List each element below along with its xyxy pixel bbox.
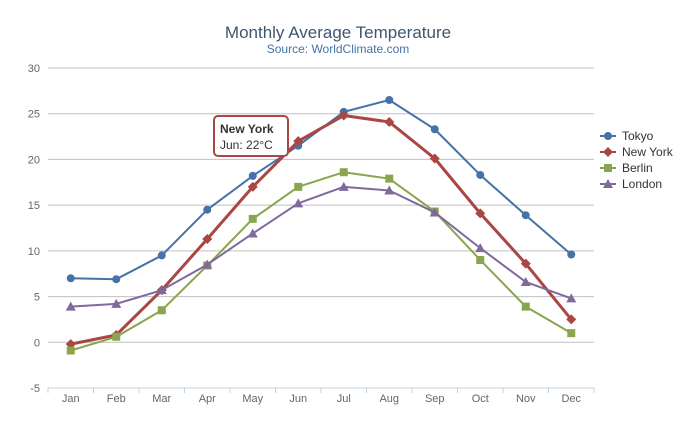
x-tick-label: Sep — [425, 393, 445, 405]
new-york-point[interactable] — [247, 181, 258, 192]
tokyo-point[interactable] — [567, 250, 576, 259]
berlin-point[interactable] — [294, 182, 303, 191]
series-london — [65, 181, 577, 311]
tooltip-box — [213, 115, 289, 157]
tokyo-point[interactable] — [157, 251, 166, 260]
london-line[interactable] — [69, 185, 573, 308]
tokyo-point[interactable] — [112, 275, 121, 284]
berlin-point[interactable] — [521, 302, 530, 311]
x-tick-label: Jun — [289, 393, 307, 405]
legend-marker-london[interactable] — [603, 179, 613, 188]
grid-lines: -5 0 5 10 15 20 25 30 — [28, 63, 594, 395]
x-tick-label: Aug — [379, 393, 399, 405]
tokyo-point[interactable] — [521, 211, 530, 220]
london-point[interactable] — [566, 293, 577, 303]
x-tick-label: Jul — [337, 393, 351, 405]
x-tick-label: Mar — [152, 393, 171, 405]
x-tick-label: Oct — [472, 393, 489, 405]
berlin-point[interactable] — [476, 256, 485, 264]
new-york-point[interactable] — [520, 258, 531, 269]
legend-item-london[interactable]: London — [600, 177, 662, 191]
y-tick-label: -5 — [30, 383, 40, 395]
series-layer — [65, 96, 577, 355]
london-point[interactable] — [384, 185, 395, 195]
y-tick-label: 20 — [28, 154, 40, 166]
y-tick-label: 25 — [28, 109, 40, 121]
london-point[interactable] — [65, 301, 76, 311]
legend-item-tokyo[interactable]: Tokyo — [600, 129, 654, 143]
new-york-point[interactable] — [475, 208, 486, 219]
legend-item-new-york[interactable]: New York — [600, 145, 674, 159]
berlin-line[interactable] — [69, 171, 573, 352]
london-point[interactable] — [111, 298, 122, 308]
new-york-point[interactable] — [293, 136, 304, 147]
tokyo-point[interactable] — [66, 274, 75, 283]
y-tick-label: 5 — [34, 292, 40, 304]
new-york-point[interactable] — [202, 233, 213, 244]
new-york-point[interactable] — [384, 116, 395, 127]
legend[interactable]: Tokyo New York Berlin London — [600, 129, 674, 191]
berlin-point[interactable] — [339, 168, 348, 177]
tokyo-point[interactable] — [476, 170, 485, 179]
berlin-point[interactable] — [385, 174, 394, 183]
legend-label-tokyo: Tokyo — [622, 129, 654, 143]
berlin-point[interactable] — [567, 329, 576, 338]
x-tick-label: Feb — [107, 393, 126, 405]
tokyo-point[interactable] — [248, 171, 257, 180]
london-point[interactable] — [520, 276, 531, 286]
london-point[interactable] — [156, 285, 167, 295]
berlin-point[interactable] — [66, 346, 75, 355]
london-point[interactable] — [338, 181, 349, 191]
x-tick-label: May — [242, 393, 263, 405]
x-tick-label: Nov — [516, 393, 536, 405]
series-berlin — [66, 168, 576, 355]
legend-label-berlin: Berlin — [622, 161, 653, 175]
y-tick-label: 0 — [34, 337, 40, 349]
tooltip: New York Jun: 22°C — [213, 115, 289, 157]
y-tick-label: 10 — [28, 246, 40, 258]
tokyo-point[interactable] — [385, 96, 394, 104]
x-tick-label: Apr — [199, 393, 216, 405]
y-tick-label: 15 — [28, 200, 40, 212]
london-point[interactable] — [475, 243, 486, 253]
new-york-line[interactable] — [69, 114, 573, 346]
legend-label-london: London — [622, 177, 662, 191]
new-york-point[interactable] — [429, 153, 440, 164]
london-point[interactable] — [247, 228, 258, 238]
legend-marker-new-york[interactable] — [603, 147, 613, 157]
series-tokyo — [66, 96, 576, 284]
x-tick-label: Jan — [62, 393, 80, 405]
x-tick-label: Dec — [561, 393, 581, 405]
berlin-point[interactable] — [157, 306, 166, 315]
new-york-point[interactable] — [566, 314, 577, 325]
berlin-point[interactable] — [248, 214, 257, 223]
berlin-point[interactable] — [112, 332, 121, 341]
x-axis: Jan Feb Mar Apr May Jun Jul Aug Sep Oct Nov Dec — [47, 387, 595, 405]
tokyo-point[interactable] — [203, 205, 212, 214]
series-new-york — [65, 110, 577, 350]
legend-marker-berlin[interactable] — [604, 164, 612, 172]
tooltip-title: New York — [220, 122, 274, 136]
london-point[interactable] — [202, 259, 213, 269]
legend-label-new-york: New York — [622, 145, 674, 159]
london-point[interactable] — [429, 207, 440, 217]
new-york-point[interactable] — [338, 110, 349, 121]
tooltip-value: Jun: 22°C — [220, 138, 273, 152]
chart-subtitle: Source: WorldClimate.com — [267, 42, 410, 56]
y-tick-label: 30 — [28, 63, 40, 75]
tokyo-point[interactable] — [430, 125, 439, 134]
legend-marker-tokyo[interactable] — [604, 132, 612, 140]
london-point[interactable] — [293, 198, 304, 208]
legend-item-berlin[interactable]: Berlin — [600, 161, 653, 175]
chart-title: Monthly Average Temperature — [225, 23, 451, 42]
